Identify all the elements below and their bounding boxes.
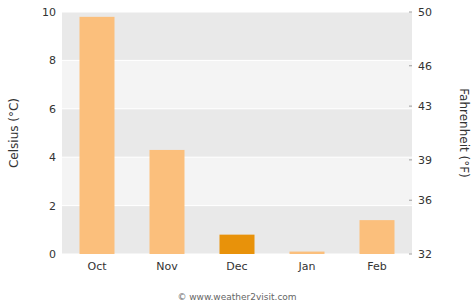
y-axis-label: Celsius (°C) [7, 98, 21, 168]
y-tick-label: 6 [49, 103, 56, 116]
y2-tick-mark [409, 159, 412, 160]
y-tick-label: 2 [49, 200, 56, 213]
y2-tick-mark [409, 254, 412, 255]
y2-tick-label: 50 [418, 6, 432, 19]
bar [290, 252, 325, 254]
y-tick-label: 4 [49, 151, 56, 164]
x-tick-label: Oct [87, 260, 107, 273]
y-tick-label: 10 [42, 6, 56, 19]
y2-tick-label: 39 [418, 154, 432, 167]
bar [80, 17, 115, 254]
x-tick-label: Nov [156, 260, 178, 273]
x-tick-label: Dec [226, 260, 247, 273]
x-tick-label: Feb [367, 260, 386, 273]
y-tick-label: 0 [49, 248, 56, 261]
plot-background [62, 12, 412, 254]
grid-line [62, 12, 412, 13]
footer-text: © www.weather2visit.com [177, 292, 296, 302]
y2-tick-mark [409, 200, 412, 201]
bar [360, 220, 395, 254]
bars [80, 17, 395, 254]
y2-tick-mark [409, 12, 412, 13]
y2-tick-mark [409, 65, 412, 66]
bar [220, 235, 255, 254]
y2-tick-mark [409, 106, 412, 107]
y2-tick-label: 32 [418, 248, 432, 261]
bar [150, 150, 185, 254]
y2-tick-label: 43 [418, 100, 432, 113]
y2-tick-label: 36 [418, 194, 432, 207]
y2-axis-label: Fahrenheit (°F) [457, 88, 471, 178]
y2-tick-label: 46 [418, 60, 432, 73]
x-tick-label: Jan [298, 260, 316, 273]
y-tick-label: 8 [49, 54, 56, 67]
chart-container: OctNovDecJanFeb0246810323639434650Celsiu… [0, 0, 474, 308]
chart-svg: OctNovDecJanFeb0246810323639434650Celsiu… [0, 0, 474, 308]
